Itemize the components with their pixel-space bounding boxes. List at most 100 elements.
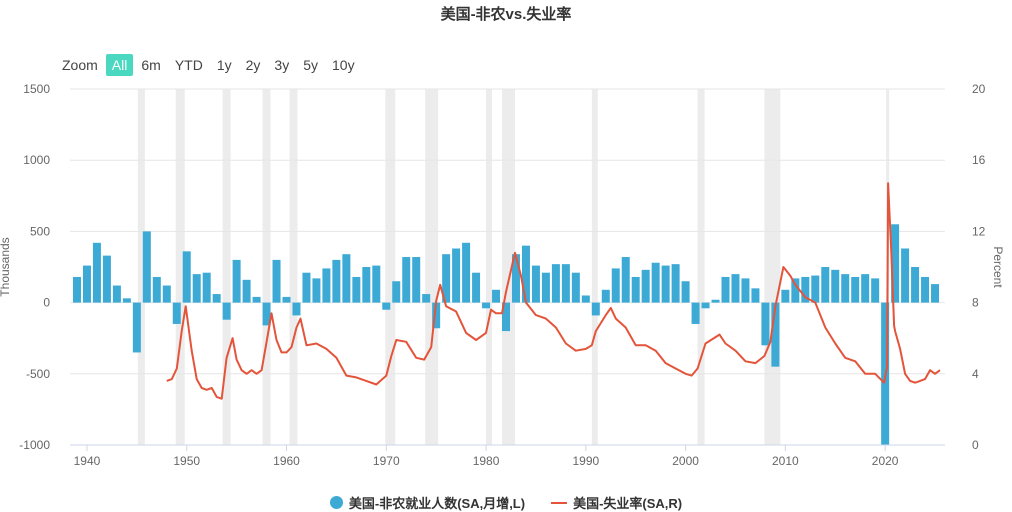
recession-band xyxy=(175,89,185,445)
payrolls-bar xyxy=(531,265,540,303)
payrolls-bar xyxy=(482,302,491,309)
recession-band xyxy=(425,89,439,445)
payrolls-bar xyxy=(372,265,381,303)
y-left-tick-label: -1000 xyxy=(19,438,50,452)
chart-title: 美国-非农vs.失业率 xyxy=(440,6,572,23)
payrolls-bar xyxy=(661,265,670,303)
payrolls-bar xyxy=(581,295,590,303)
payrolls-bar xyxy=(222,302,231,320)
x-tick-label: 2010 xyxy=(772,454,799,468)
legend-label-payrolls: 美国-非农就业人数(SA,月增,L) xyxy=(348,496,526,511)
y-left-tick-label: -500 xyxy=(26,367,50,381)
legend-item-unemployment[interactable]: 美国-失业率(SA,R) xyxy=(551,493,682,512)
payrolls-bar xyxy=(442,254,451,303)
payrolls-bar xyxy=(841,274,850,303)
payrolls-bar xyxy=(691,302,700,324)
payrolls-bar xyxy=(102,255,111,303)
recession-band xyxy=(385,89,396,445)
payrolls-bar xyxy=(232,259,241,303)
payrolls-bar xyxy=(132,302,141,353)
payrolls-bar xyxy=(711,299,720,303)
payrolls-bar xyxy=(462,242,471,303)
payrolls-bar xyxy=(492,289,501,303)
x-tick-label: 1940 xyxy=(74,454,101,468)
legend-item-payrolls[interactable]: 美国-非农就业人数(SA,月增,L) xyxy=(329,493,526,512)
zoom-all-button[interactable]: All xyxy=(105,54,134,76)
payrolls-bar xyxy=(272,259,281,303)
legend-marker-payrolls xyxy=(329,496,343,509)
zoom-ytd-button[interactable]: YTD xyxy=(174,57,203,73)
zoom-label: Zoom xyxy=(62,57,98,73)
y-right-tick-label: 16 xyxy=(972,153,986,167)
payrolls-bar xyxy=(511,254,520,303)
payrolls-bar xyxy=(322,268,331,303)
payrolls-bar xyxy=(312,278,321,303)
payrolls-bar xyxy=(541,272,550,303)
payrolls-bar xyxy=(292,302,301,316)
payrolls-bar xyxy=(811,275,820,303)
payrolls-bar xyxy=(142,231,151,303)
payrolls-bar xyxy=(891,224,900,303)
payrolls-bar xyxy=(162,285,171,303)
unemployment-line-series xyxy=(166,182,941,400)
recession-band xyxy=(502,89,515,445)
payrolls-bar xyxy=(72,276,81,303)
payrolls-bar xyxy=(751,288,760,303)
legend-marker-unemployment xyxy=(551,501,568,504)
x-tick-label: 1950 xyxy=(173,454,200,468)
unemployment-line xyxy=(166,182,941,400)
zoom-2y-button[interactable]: 2y xyxy=(245,57,261,73)
y-left-tick-label: 1000 xyxy=(23,153,50,167)
recession-band xyxy=(137,89,145,445)
payrolls-bar xyxy=(651,262,660,303)
payrolls-bar xyxy=(831,269,840,303)
recession-band xyxy=(222,89,231,445)
payrolls-bar xyxy=(192,274,201,303)
range-selector: Zoom All 6m YTD 1y 2y 3y 5y 10y xyxy=(62,54,361,76)
zoom-6m-button[interactable]: 6m xyxy=(141,57,161,73)
payrolls-bar xyxy=(721,276,730,303)
payrolls-bar xyxy=(921,276,930,303)
payrolls-bar xyxy=(392,281,401,303)
payrolls-bar xyxy=(561,264,570,303)
payrolls-bar xyxy=(202,272,211,303)
payrolls-bar xyxy=(641,269,650,303)
payrolls-bar xyxy=(402,257,411,303)
zoom-3y-button[interactable]: 3y xyxy=(274,57,290,73)
payrolls-bar xyxy=(591,302,600,316)
payrolls-bar xyxy=(152,276,161,303)
payrolls-bar xyxy=(701,302,710,309)
payrolls-bar xyxy=(412,257,421,303)
axes: 1500 1000 500 0 -500 -1000 20 16 12 8 4 0 1940 1950 19… xyxy=(19,82,985,468)
y-left-tick-label: 0 xyxy=(43,296,50,310)
payrolls-bar xyxy=(422,294,431,303)
y-right-tick-label: 0 xyxy=(972,438,979,452)
payrolls-bar xyxy=(931,284,940,303)
payrolls-bar xyxy=(821,267,830,303)
recession-band xyxy=(591,89,598,445)
payrolls-bar xyxy=(521,245,530,303)
payrolls-bar xyxy=(851,276,860,303)
payrolls-bar xyxy=(631,276,640,303)
recession-band xyxy=(486,89,493,445)
zoom-1y-button[interactable]: 1y xyxy=(216,57,232,73)
payrolls-bar xyxy=(92,242,101,303)
payrolls-bar xyxy=(282,296,291,303)
payrolls-bar xyxy=(901,248,910,303)
payrolls-bar xyxy=(611,268,620,303)
y-right-tick-label: 4 xyxy=(972,367,979,381)
payrolls-bar xyxy=(791,278,800,303)
zoom-5y-button[interactable]: 5y xyxy=(303,57,318,73)
payrolls-bar xyxy=(771,302,780,367)
payrolls-bar xyxy=(781,289,790,303)
payrolls-bar xyxy=(601,289,610,303)
payrolls-bar xyxy=(172,302,181,324)
payrolls-bar xyxy=(801,276,810,303)
payrolls-bar xyxy=(741,278,750,303)
payrolls-bar xyxy=(362,267,371,303)
zoom-10y-button[interactable]: 10y xyxy=(332,57,355,73)
recession-band xyxy=(764,89,781,445)
payrolls-bar xyxy=(621,257,630,303)
payrolls-bar xyxy=(911,267,920,303)
